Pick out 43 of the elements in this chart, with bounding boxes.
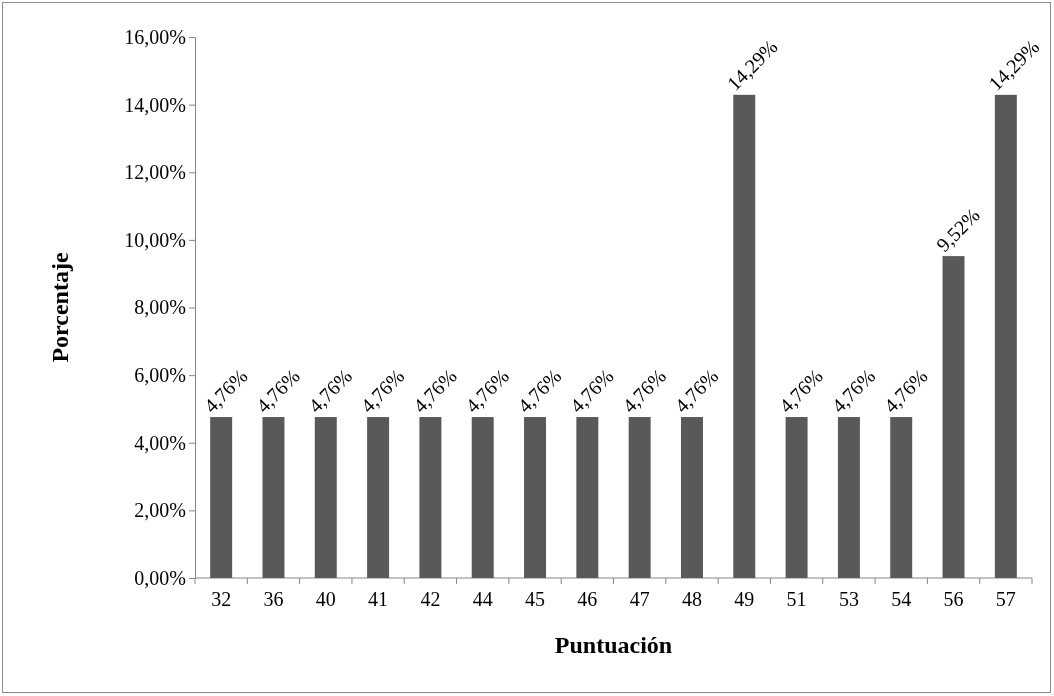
bar: [680, 417, 703, 578]
bar: [785, 417, 808, 578]
bar: [576, 417, 599, 578]
bar: [890, 417, 913, 578]
x-tick-label: 36: [263, 588, 284, 610]
bar: [314, 417, 337, 578]
y-tick-label: 14,00%: [124, 93, 186, 116]
y-tick-label: 10,00%: [124, 228, 186, 251]
x-tick-label: 46: [577, 588, 598, 610]
y-tick-label: 6,00%: [134, 364, 186, 387]
bar: [419, 417, 442, 578]
bar: [994, 94, 1017, 578]
y-tick-label: 4,00%: [134, 431, 186, 454]
x-tick-label: 32: [211, 588, 232, 610]
y-tick-label: 8,00%: [134, 296, 186, 319]
bar: [210, 417, 233, 578]
x-tick-label: 53: [838, 588, 859, 610]
bar: [471, 417, 494, 578]
x-tick-label: 47: [629, 588, 650, 610]
x-tick-label: 51: [786, 588, 807, 610]
bar: [262, 417, 285, 578]
y-axis-title: Porcentaje: [47, 252, 73, 363]
bar: [367, 417, 390, 578]
x-tick-label: 54: [891, 588, 912, 610]
x-tick-label: 48: [681, 588, 702, 610]
y-tick-label: 16,00%: [124, 25, 186, 48]
bar: [524, 417, 547, 578]
x-tick-label: 44: [472, 588, 493, 610]
bar: [628, 417, 651, 578]
x-tick-label: 42: [420, 588, 441, 610]
x-tick-label: 57: [995, 588, 1016, 610]
bar: [733, 94, 756, 578]
x-tick-label: 49: [734, 588, 755, 610]
bar: [942, 256, 965, 578]
y-tick-label: 0,00%: [134, 566, 186, 589]
x-tick-label: 40: [315, 588, 336, 610]
x-tick-label: 45: [525, 588, 546, 610]
y-tick-label: 2,00%: [134, 499, 186, 522]
x-axis-title: Puntuación: [554, 632, 673, 658]
bar: [837, 417, 860, 578]
x-tick-label: 41: [368, 588, 389, 610]
y-tick-label: 12,00%: [124, 161, 186, 184]
x-tick-label: 56: [943, 588, 964, 610]
